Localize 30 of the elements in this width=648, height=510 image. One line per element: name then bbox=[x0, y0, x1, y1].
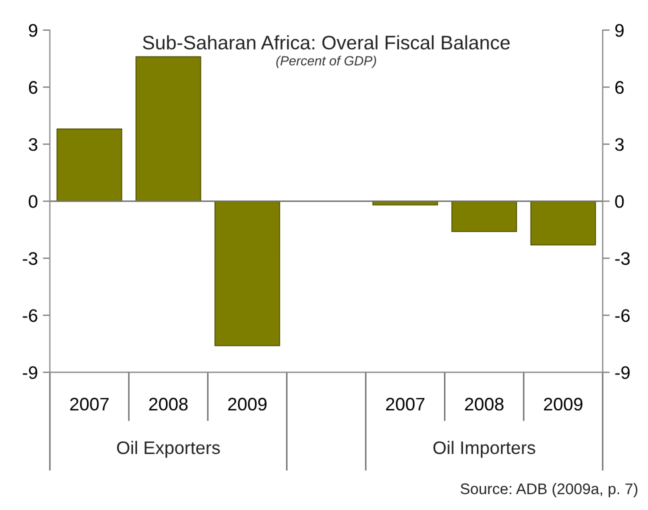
y2-tick-label: 6 bbox=[615, 81, 624, 94]
bar bbox=[214, 200, 280, 346]
text: (Percent of GDP) bbox=[276, 56, 376, 68]
y-tick-label: 6 bbox=[28, 81, 38, 94]
text: Oil Exporters bbox=[117, 440, 220, 458]
bar bbox=[530, 200, 596, 246]
bar bbox=[136, 56, 202, 202]
x-tick-label: 2008 bbox=[149, 398, 188, 411]
y2-tick-label: 0 bbox=[615, 195, 624, 208]
x-tick-label: 2009 bbox=[544, 398, 582, 411]
y-tick-label: -9 bbox=[22, 366, 38, 380]
x-tick-label: 2007 bbox=[70, 398, 109, 411]
bar bbox=[451, 200, 517, 232]
y-tick-label: 3 bbox=[28, 138, 38, 151]
y-tick-label: 9 bbox=[28, 24, 38, 37]
bar bbox=[56, 128, 122, 202]
x-tick-label: 2007 bbox=[386, 398, 424, 411]
y2-tick-label: -9 bbox=[615, 366, 630, 380]
x-tick-label: 2009 bbox=[228, 398, 267, 411]
text: Oil Importers bbox=[433, 440, 536, 458]
y2-tick-label: 3 bbox=[615, 138, 624, 151]
y-tick-label: -3 bbox=[22, 252, 38, 265]
y2-tick-label: -3 bbox=[615, 252, 630, 265]
y-tick-label: 0 bbox=[28, 195, 38, 208]
y-tick-label: -6 bbox=[22, 309, 38, 322]
x-tick-label: 2008 bbox=[465, 398, 504, 411]
chart-title: Sub-Saharan Africa: Overal Fiscal Balance bbox=[142, 35, 510, 50]
y2-tick-label: 9 bbox=[615, 24, 624, 37]
source-note: Source: ADB (2009a, p. 7) bbox=[460, 483, 638, 498]
y2-tick-label: -6 bbox=[615, 309, 630, 322]
